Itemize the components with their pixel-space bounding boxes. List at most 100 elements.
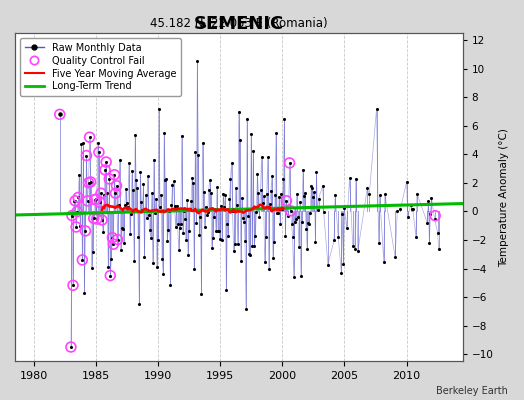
Point xyxy=(81,228,90,234)
Point xyxy=(134,234,143,240)
Point xyxy=(75,172,83,178)
Point xyxy=(274,210,282,216)
Point xyxy=(230,248,238,254)
Point xyxy=(434,246,443,253)
Point xyxy=(268,173,276,179)
Point xyxy=(202,212,211,218)
Point xyxy=(247,130,255,137)
Point xyxy=(105,176,114,182)
Point xyxy=(118,226,127,232)
Point xyxy=(221,192,230,199)
Point xyxy=(138,206,147,213)
Point xyxy=(235,108,243,115)
Point xyxy=(380,191,389,197)
Point xyxy=(149,260,157,267)
Point xyxy=(67,344,75,350)
Point xyxy=(424,198,432,204)
Point xyxy=(195,232,204,238)
Point xyxy=(200,224,209,230)
Point xyxy=(74,194,82,201)
Point xyxy=(112,182,121,189)
Point xyxy=(82,152,91,159)
Point xyxy=(114,202,123,208)
Point xyxy=(258,200,267,206)
Point xyxy=(426,211,434,217)
Point xyxy=(125,160,133,166)
Point xyxy=(282,198,291,204)
Text: 45.182 N, 22.053 E (Romania): 45.182 N, 22.053 E (Romania) xyxy=(150,17,328,30)
Point xyxy=(240,219,248,225)
Point xyxy=(122,185,130,192)
Point xyxy=(98,217,106,223)
Point xyxy=(266,200,274,207)
Point xyxy=(81,228,90,234)
Point xyxy=(176,224,184,231)
Point xyxy=(174,247,183,253)
Point xyxy=(169,178,178,185)
Point xyxy=(198,139,206,146)
Point xyxy=(179,230,187,236)
Point xyxy=(102,159,111,165)
Point xyxy=(238,194,246,201)
Point xyxy=(93,216,101,222)
Point xyxy=(84,180,93,186)
Point xyxy=(282,198,291,204)
Point xyxy=(228,208,237,215)
Point xyxy=(287,220,296,227)
Point xyxy=(152,196,160,202)
Point xyxy=(161,177,169,183)
Point xyxy=(231,241,239,247)
Point xyxy=(109,241,117,247)
Point xyxy=(408,206,416,212)
Point xyxy=(391,254,399,261)
Point xyxy=(84,180,93,186)
Point xyxy=(272,130,280,136)
Point xyxy=(197,291,205,297)
Point xyxy=(330,237,339,244)
Point xyxy=(92,196,100,202)
Point xyxy=(279,176,288,183)
Point xyxy=(112,182,121,189)
Point xyxy=(85,134,94,140)
Point xyxy=(68,212,76,219)
Point xyxy=(271,192,279,198)
Point xyxy=(220,204,228,210)
Point xyxy=(106,272,115,279)
Point xyxy=(70,198,78,204)
Point xyxy=(363,185,372,192)
Point xyxy=(72,224,80,230)
Point xyxy=(129,187,137,193)
Point xyxy=(56,111,64,118)
Point xyxy=(286,160,294,166)
Point xyxy=(119,240,128,246)
Point xyxy=(83,198,92,204)
Point xyxy=(88,265,96,271)
Point xyxy=(308,184,316,191)
Point xyxy=(294,243,303,250)
Point xyxy=(425,240,433,246)
Point xyxy=(163,238,171,244)
Point xyxy=(324,261,332,268)
Legend: Raw Monthly Data, Quality Control Fail, Five Year Moving Average, Long-Term Tren: Raw Monthly Data, Quality Control Fail, … xyxy=(20,38,181,96)
Point xyxy=(96,199,104,206)
Point xyxy=(151,210,159,216)
Point xyxy=(248,242,256,249)
Point xyxy=(304,220,312,226)
Point xyxy=(352,175,360,182)
Point xyxy=(152,264,161,270)
Point xyxy=(71,198,79,204)
Point xyxy=(307,183,315,190)
Point xyxy=(299,167,307,173)
Point xyxy=(205,177,214,183)
Point xyxy=(211,206,219,212)
Point xyxy=(127,211,135,217)
Point xyxy=(251,232,259,239)
Point xyxy=(293,214,302,220)
Point xyxy=(128,168,136,174)
Point xyxy=(130,258,138,264)
Point xyxy=(260,259,269,265)
Point xyxy=(261,234,270,240)
Point xyxy=(270,239,278,245)
Point xyxy=(178,132,186,139)
Point xyxy=(213,184,221,190)
